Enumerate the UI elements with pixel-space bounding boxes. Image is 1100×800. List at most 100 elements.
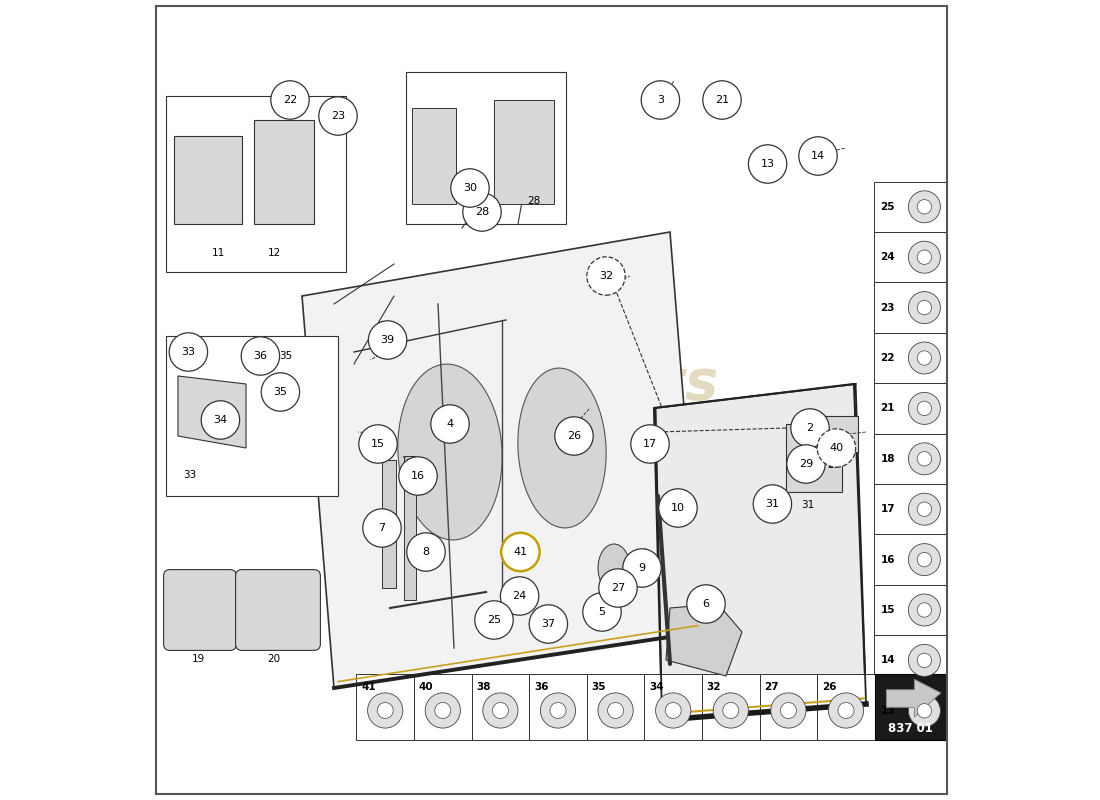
- Text: a passion for parts since 1985: a passion for parts since 1985: [419, 438, 713, 458]
- Text: 38: 38: [476, 682, 491, 692]
- Circle shape: [363, 509, 402, 547]
- Text: 34: 34: [213, 415, 228, 425]
- Circle shape: [201, 401, 240, 439]
- Bar: [874, 333, 946, 383]
- Bar: [406, 72, 566, 224]
- FancyBboxPatch shape: [235, 570, 320, 650]
- Circle shape: [407, 533, 446, 571]
- Circle shape: [540, 693, 575, 728]
- Polygon shape: [178, 376, 246, 448]
- Text: 13: 13: [880, 706, 895, 716]
- Bar: [874, 686, 946, 736]
- Text: 24: 24: [880, 252, 895, 262]
- Ellipse shape: [398, 364, 502, 540]
- Text: 31: 31: [766, 499, 780, 509]
- Text: 15: 15: [880, 605, 895, 615]
- FancyBboxPatch shape: [164, 570, 236, 650]
- Polygon shape: [818, 416, 858, 452]
- Text: 36: 36: [534, 682, 549, 692]
- Text: 8: 8: [422, 547, 430, 557]
- Circle shape: [434, 702, 451, 718]
- Circle shape: [917, 451, 932, 466]
- Circle shape: [659, 489, 697, 527]
- Circle shape: [377, 702, 393, 718]
- Bar: [874, 232, 946, 282]
- Circle shape: [909, 645, 940, 677]
- Circle shape: [169, 333, 208, 371]
- Circle shape: [686, 585, 725, 623]
- Text: 35: 35: [274, 387, 287, 397]
- Bar: [874, 434, 946, 484]
- Circle shape: [917, 603, 932, 618]
- Text: 30: 30: [460, 196, 473, 206]
- Text: 23: 23: [331, 111, 345, 121]
- Bar: [874, 282, 946, 333]
- Text: 29: 29: [799, 459, 813, 469]
- Circle shape: [909, 190, 940, 222]
- Circle shape: [771, 693, 806, 728]
- Circle shape: [502, 533, 540, 571]
- Circle shape: [475, 601, 514, 639]
- Bar: [874, 383, 946, 434]
- Circle shape: [917, 653, 932, 667]
- Circle shape: [909, 291, 940, 323]
- Bar: [254, 120, 314, 224]
- Circle shape: [550, 702, 566, 718]
- Circle shape: [909, 342, 940, 374]
- Circle shape: [463, 193, 502, 231]
- Text: 40: 40: [419, 682, 433, 692]
- Text: 39: 39: [381, 335, 395, 345]
- Circle shape: [451, 169, 490, 207]
- Polygon shape: [887, 679, 940, 717]
- Circle shape: [917, 199, 932, 214]
- Text: 40: 40: [829, 443, 844, 453]
- Text: 26: 26: [822, 682, 836, 692]
- Circle shape: [909, 493, 940, 525]
- Text: 5: 5: [598, 607, 605, 617]
- Circle shape: [917, 502, 932, 517]
- Text: 15: 15: [371, 439, 385, 449]
- Circle shape: [367, 693, 403, 728]
- Polygon shape: [654, 384, 866, 720]
- Text: 34: 34: [649, 682, 663, 692]
- Ellipse shape: [518, 368, 606, 528]
- Bar: [817, 674, 874, 740]
- Circle shape: [754, 485, 792, 523]
- Text: 17: 17: [880, 504, 895, 514]
- Circle shape: [641, 81, 680, 119]
- Text: 12: 12: [267, 248, 280, 258]
- Circle shape: [529, 605, 568, 643]
- Bar: [874, 182, 946, 232]
- Text: 23: 23: [880, 302, 895, 313]
- Text: 16: 16: [880, 554, 895, 565]
- Circle shape: [917, 250, 932, 265]
- Text: 21: 21: [880, 403, 895, 414]
- Bar: [760, 674, 817, 740]
- Circle shape: [917, 704, 932, 718]
- Circle shape: [607, 702, 624, 718]
- Text: 37: 37: [541, 619, 556, 629]
- Circle shape: [780, 702, 796, 718]
- Text: 24: 24: [513, 591, 527, 601]
- Circle shape: [909, 242, 940, 274]
- Bar: [874, 534, 946, 585]
- Text: 7: 7: [378, 523, 386, 533]
- Text: 36: 36: [253, 351, 267, 361]
- Text: 28: 28: [527, 196, 540, 206]
- Text: 35: 35: [279, 351, 293, 361]
- Circle shape: [666, 702, 681, 718]
- Circle shape: [319, 97, 358, 135]
- Circle shape: [554, 417, 593, 455]
- Circle shape: [241, 337, 279, 375]
- Bar: [494, 100, 554, 204]
- Circle shape: [359, 425, 397, 463]
- Text: 20: 20: [267, 654, 280, 664]
- Circle shape: [583, 593, 621, 631]
- Circle shape: [909, 544, 940, 576]
- Text: 2: 2: [806, 423, 814, 433]
- Bar: [874, 484, 946, 534]
- Circle shape: [426, 693, 461, 728]
- Text: 16: 16: [411, 471, 425, 481]
- Polygon shape: [302, 232, 702, 688]
- Text: 25: 25: [487, 615, 502, 625]
